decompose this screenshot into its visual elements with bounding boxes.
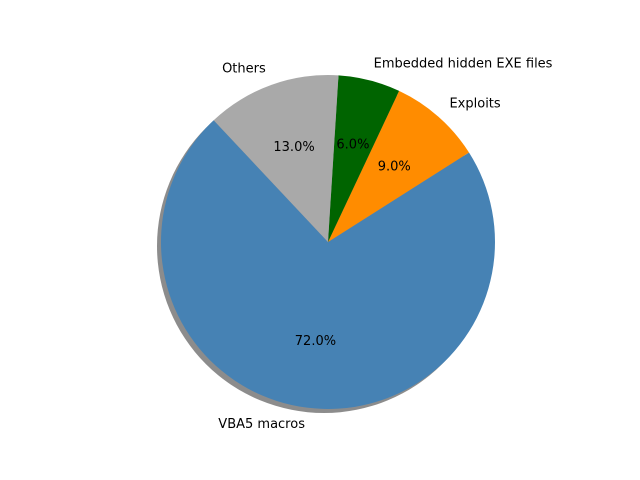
slice-percent-vba5-macros: 72.0% [295,334,336,349]
pie-slice-vba5-macros [160,120,495,410]
pie-labels: VBA5 macros 72.0% Exploits 9.0% Embedded hid… [218,57,552,432]
slice-percent-exploits: 9.0% [378,159,411,174]
slice-percent-others: 13.0% [273,140,314,155]
pie-slice-others [213,75,339,242]
slice-label-others: Others [222,62,266,77]
slice-label-exploits: Exploits [449,97,500,112]
pie-slice-embedded-hidden-exe-files [328,75,400,242]
pie-slices [160,75,495,410]
slice-label-vba5-macros: VBA5 macros [218,417,305,432]
slice-percent-embedded-hidden-exe-files: 6.0% [336,137,369,152]
pie-slice-exploits [328,90,469,242]
slice-label-embedded-hidden-exe-files: Embedded hidden EXE files [374,57,553,72]
